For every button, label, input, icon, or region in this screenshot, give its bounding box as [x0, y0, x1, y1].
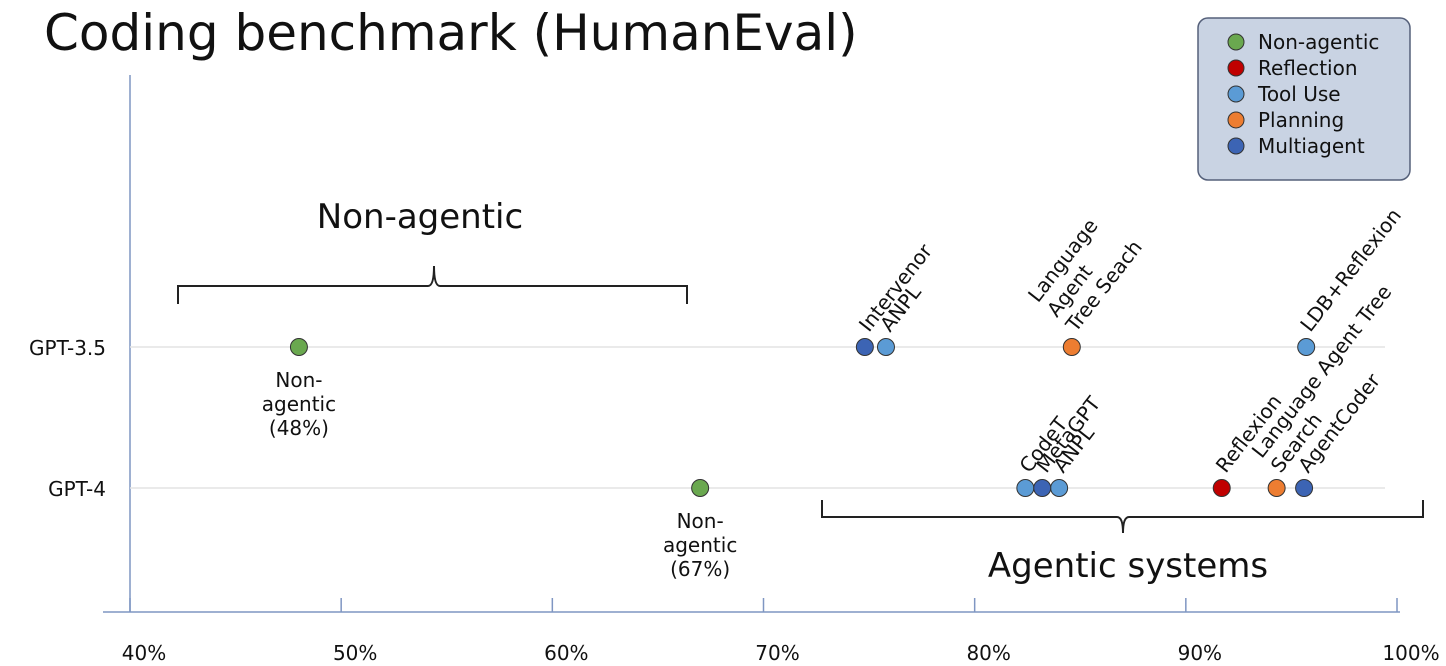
- legend-label: Reflection: [1258, 56, 1358, 80]
- legend-marker: [1227, 111, 1245, 129]
- chart-title: Coding benchmark (HumanEval): [44, 4, 858, 62]
- annotation: Agentic systems: [988, 546, 1268, 586]
- point: [289, 338, 308, 356]
- y-tick-label: GPT-3.5: [29, 336, 106, 360]
- point-label-line: agentic: [262, 392, 336, 416]
- point-label-line: Non-: [275, 368, 322, 392]
- point: [1295, 479, 1314, 497]
- point-label: Non-agentic (48%): [262, 368, 336, 440]
- legend-marker: [1227, 33, 1245, 51]
- point: [691, 479, 710, 497]
- point: [1050, 479, 1069, 497]
- point: [1267, 479, 1286, 497]
- x-tick-label: 50%: [333, 641, 377, 665]
- point: [1062, 338, 1081, 356]
- point-label: Non-agentic (67%): [663, 509, 737, 581]
- annotation: Non-agentic: [317, 197, 523, 237]
- bracket: [177, 265, 688, 304]
- point: [1297, 338, 1316, 356]
- point-label: LanguageAgentTree Seach: [1022, 206, 1146, 337]
- legend-label: Planning: [1258, 108, 1344, 132]
- point: [1212, 479, 1231, 497]
- point: [1033, 479, 1052, 497]
- point-label-line: Non-: [677, 509, 724, 533]
- bracket: [821, 500, 1424, 534]
- point: [855, 338, 874, 356]
- y-tick-label: GPT-4: [48, 477, 106, 501]
- x-tick-label: 100%: [1382, 641, 1439, 665]
- x-tick-label: 80%: [966, 641, 1010, 665]
- legend-marker: [1227, 85, 1245, 103]
- x-tick-label: 90%: [1178, 641, 1222, 665]
- point-label-line: (48%): [269, 416, 329, 440]
- legend-marker: [1227, 59, 1245, 77]
- legend-box: [1197, 17, 1411, 181]
- point: [876, 338, 895, 356]
- legend-label: Tool Use: [1257, 82, 1341, 106]
- legend-label: Multiagent: [1258, 134, 1365, 158]
- x-tick-label: 70%: [755, 641, 799, 665]
- point: [1016, 479, 1035, 497]
- x-tick-label: 40%: [122, 641, 166, 665]
- point-label-line: (67%): [670, 557, 730, 581]
- legend-marker: [1227, 137, 1245, 155]
- x-tick-label: 60%: [544, 641, 588, 665]
- point-label-line: agentic: [663, 533, 737, 557]
- legend-label: Non-agentic: [1258, 30, 1379, 54]
